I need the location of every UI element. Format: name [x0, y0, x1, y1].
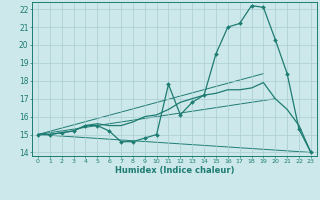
X-axis label: Humidex (Indice chaleur): Humidex (Indice chaleur): [115, 166, 234, 175]
